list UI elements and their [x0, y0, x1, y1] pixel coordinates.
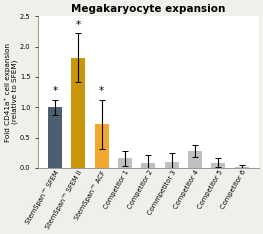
Bar	[165, 162, 179, 168]
Text: *: *	[99, 86, 104, 96]
Title: Megakaryocyte expansion: Megakaryocyte expansion	[71, 4, 226, 14]
Bar	[118, 158, 132, 168]
Bar	[95, 124, 109, 168]
Y-axis label: Fold CD41a⁺ cell expansion
(relative to SFEM): Fold CD41a⁺ cell expansion (relative to …	[4, 43, 18, 142]
Bar	[72, 58, 85, 168]
Bar	[211, 162, 225, 168]
Text: *: *	[76, 20, 81, 30]
Bar	[48, 107, 62, 168]
Bar	[141, 162, 155, 168]
Bar	[235, 167, 249, 168]
Bar	[188, 151, 202, 168]
Text: *: *	[53, 86, 58, 96]
